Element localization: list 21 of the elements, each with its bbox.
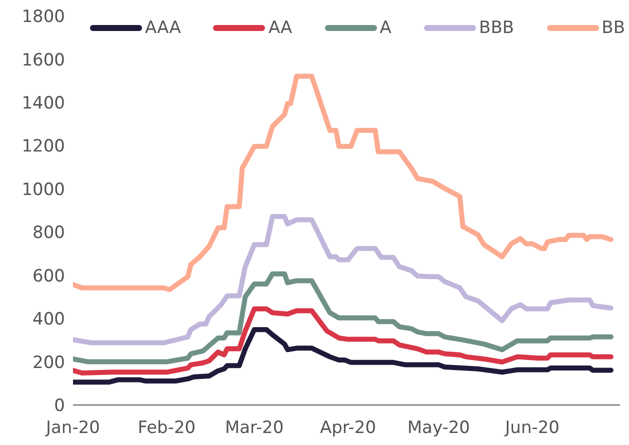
x-tick-label: Jan-20	[45, 418, 100, 438]
y-tick-label: 1800	[22, 7, 65, 28]
y-tick-label: 1200	[22, 136, 65, 157]
legend-label: A	[380, 18, 392, 38]
y-tick-label: 1000	[22, 180, 65, 200]
y-tick-label: 800	[32, 223, 65, 244]
x-tick-label: May-20	[407, 418, 470, 438]
y-tick-label: 400	[32, 310, 65, 330]
legend-label: BBB	[479, 18, 514, 38]
legend-label: AA	[268, 18, 292, 38]
y-tick-label: 0	[54, 396, 65, 416]
y-tick-label: 600	[32, 266, 65, 286]
x-tick-label: Jun-20	[504, 418, 560, 438]
x-tick-label: Feb-20	[138, 418, 196, 438]
y-tick-label: 1600	[22, 50, 65, 70]
x-tick-label: Mar-20	[224, 418, 284, 438]
y-tick-label: 200	[32, 352, 65, 373]
x-tick-label: Apr-20	[320, 418, 376, 438]
y-tick-label: 1400	[22, 93, 65, 114]
legend-label: BB	[602, 18, 625, 38]
legend-label: AAA	[145, 18, 181, 38]
